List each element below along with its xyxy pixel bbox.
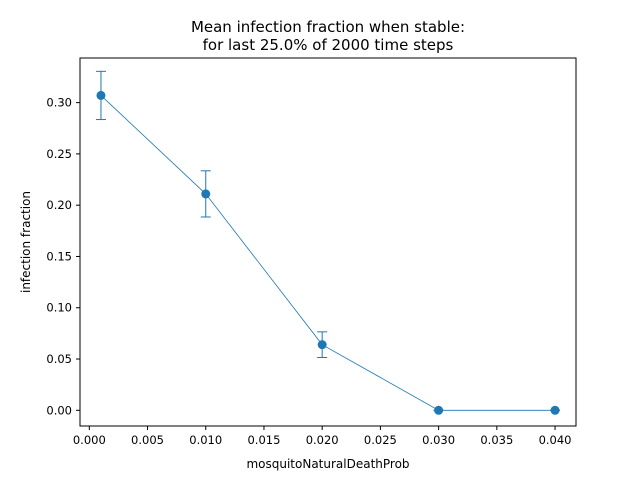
data-point — [434, 405, 444, 415]
x-tick-label: 0.010 — [189, 433, 222, 447]
y-tick-label: 0.25 — [46, 147, 72, 161]
x-tick-label: 0.035 — [480, 433, 513, 447]
data-point — [96, 90, 106, 100]
x-tick-label: 0.030 — [422, 433, 455, 447]
chart-title: Mean infection fraction when stable: — [191, 18, 465, 36]
y-axis: 0.00 0.05 0.10 0.15 0.20 0.25 0.30 — [46, 96, 80, 417]
y-tick-label: 0.10 — [46, 301, 72, 315]
series-group — [95, 70, 561, 415]
x-tick-label: 0.005 — [131, 433, 164, 447]
chart-subtitle: for last 25.0% of 2000 time steps — [203, 36, 454, 54]
data-point — [201, 189, 211, 199]
plot-area — [80, 58, 576, 426]
x-axis-label: mosquitoNaturalDeathProb — [246, 457, 409, 471]
y-tick-label: 0.15 — [46, 249, 72, 263]
data-point — [550, 405, 560, 415]
x-tick-label: 0.000 — [73, 433, 106, 447]
y-axis-label: infection fraction — [19, 191, 33, 293]
y-tick-label: 0.00 — [46, 403, 72, 417]
y-tick-label: 0.20 — [46, 198, 72, 212]
y-tick-label: 0.05 — [46, 352, 72, 366]
data-point — [317, 340, 327, 350]
x-tick-label: 0.040 — [539, 433, 572, 447]
axes-frame — [79, 57, 577, 427]
y-tick-label: 0.30 — [46, 96, 72, 110]
x-axis: 0.000 0.005 0.010 0.015 0.020 0.025 0.030 0.035… — [73, 426, 572, 447]
x-tick-label: 0.015 — [247, 433, 280, 447]
x-tick-label: 0.020 — [306, 433, 339, 447]
x-tick-label: 0.025 — [364, 433, 397, 447]
